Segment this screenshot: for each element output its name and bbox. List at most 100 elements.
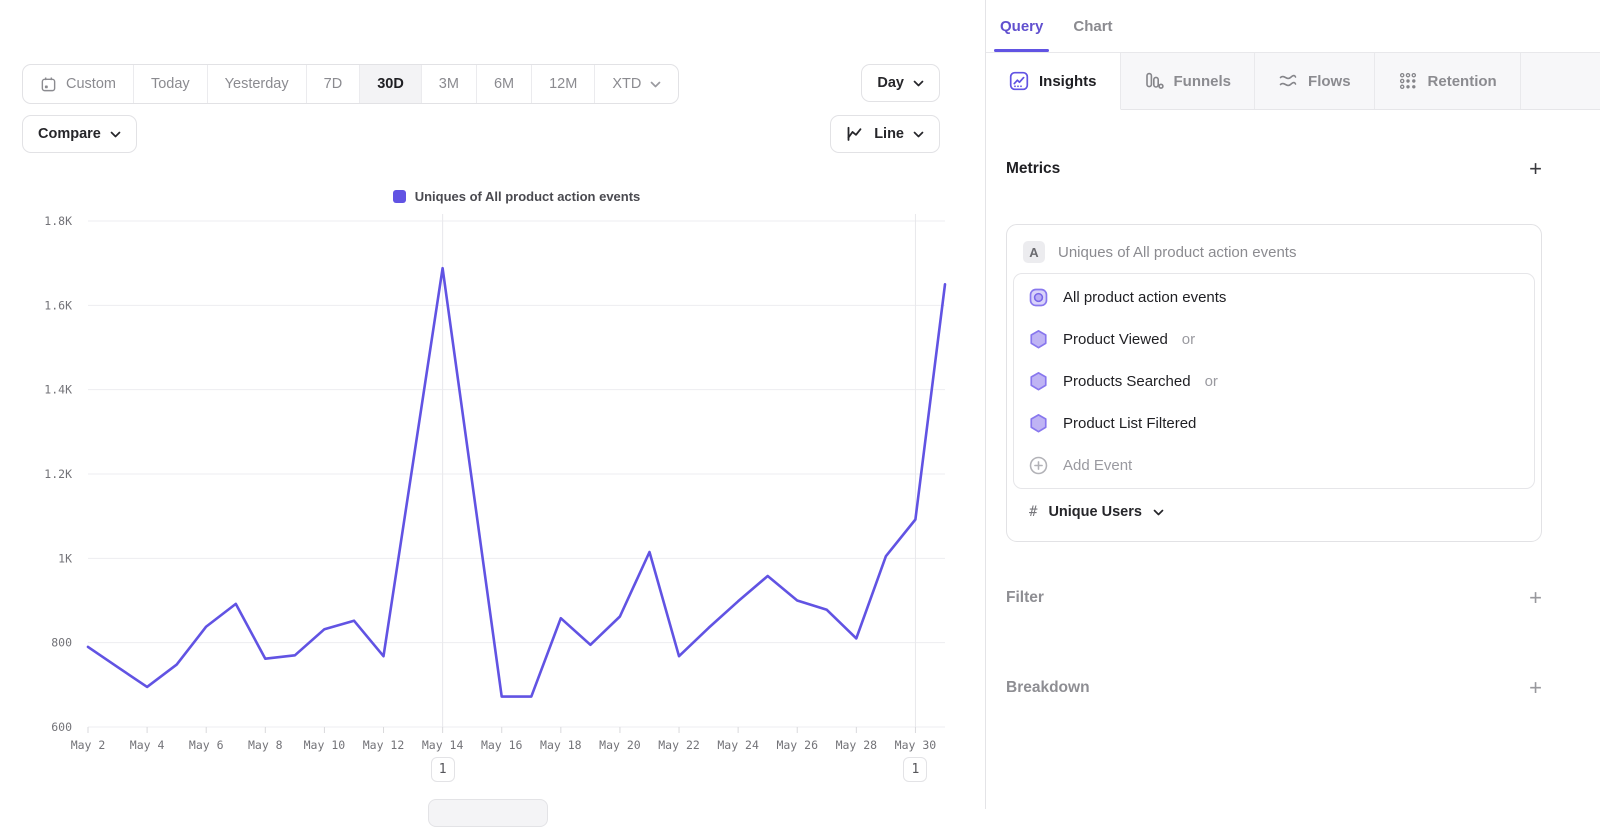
legend-swatch: [392, 190, 406, 203]
tab-funnels[interactable]: Funnels: [1121, 53, 1256, 109]
y-axis-label: 1.2K: [44, 467, 72, 481]
tab-flows[interactable]: Flows: [1255, 53, 1375, 109]
x-axis-label: May 14: [422, 738, 464, 752]
event-hexagon-icon: [1028, 371, 1049, 392]
x-axis-label: May 10: [304, 738, 346, 752]
x-axis-label: May 26: [776, 738, 818, 752]
date-range-today-button[interactable]: Today: [132, 65, 207, 103]
y-axis-label: 1K: [58, 551, 72, 565]
chart-canvas[interactable]: 600 800 1K 1.2K 1.4K 1.6K 1.8K May 2 May 4 May 6 M…: [0, 206, 985, 766]
flows-icon: [1278, 71, 1298, 91]
line-chart: 600 800 1K 1.2K 1.4K 1.6K 1.8K May 2 May 4 May 6 M…: [0, 206, 985, 827]
query-builder: Metrics + A Uniques of All product actio…: [986, 110, 1600, 809]
add-event-button[interactable]: Add Event: [1014, 444, 1534, 486]
date-range-segmented-control: Custom Today Yesterday 7D 30D 3M 6M 12M …: [22, 64, 680, 104]
metric-card: A Uniques of All product action events A…: [1006, 224, 1542, 542]
event-label: Product Viewed: [1063, 330, 1168, 348]
date-range-custom-button[interactable]: Custom: [23, 65, 133, 103]
x-axis-label: May 2: [71, 738, 106, 752]
date-range-yesterday-button[interactable]: Yesterday: [206, 65, 306, 103]
number-symbol: #: [1029, 504, 1038, 520]
metric-group-title: Uniques of All product action events: [1058, 243, 1297, 261]
breakdown-section-header: Breakdown +: [1006, 666, 1542, 710]
date-range-xtd-button[interactable]: XTD: [594, 65, 678, 103]
series-line: [86, 266, 947, 698]
x-axis-label: May 18: [540, 738, 582, 752]
chart-type-dropdown[interactable]: Line: [830, 115, 940, 153]
event-row-products-searched[interactable]: Products Searched or: [1014, 360, 1534, 402]
y-axis-label: 1.6K: [44, 298, 72, 312]
report-type-tabs: Insights Funnels Flows Retention: [986, 52, 1600, 110]
query-panel: Query Chart Insights Funnels Flows: [986, 0, 1600, 809]
event-operator: or: [1204, 372, 1218, 390]
metrics-section-header: Metrics +: [1006, 158, 1542, 180]
chart-legend: Uniques of All product action events: [88, 189, 945, 204]
tab-chart[interactable]: Chart: [1073, 17, 1113, 35]
chevron-down-icon: [650, 81, 661, 88]
aggregation-dropdown[interactable]: # Unique Users: [1013, 489, 1535, 535]
filter-title: Filter: [1006, 589, 1044, 606]
date-range-30d-button[interactable]: 30D: [359, 65, 421, 103]
event-row-product-list-filtered[interactable]: Product List Filtered: [1014, 402, 1534, 444]
event-label: Product List Filtered: [1063, 414, 1197, 432]
add-circle-icon: [1028, 455, 1049, 476]
add-filter-button[interactable]: +: [1529, 585, 1542, 610]
event-row-product-viewed[interactable]: Product Viewed or: [1014, 318, 1534, 360]
tab-query[interactable]: Query: [993, 0, 1050, 52]
insights-chart-icon: [1009, 71, 1029, 91]
line-chart-icon: [846, 126, 865, 142]
x-axis-label: May 12: [363, 738, 405, 752]
aggregation-label: Unique Users: [1048, 504, 1142, 520]
date-range-12m-button[interactable]: 12M: [531, 65, 594, 103]
chevron-down-icon: [913, 131, 924, 138]
x-axis-label: May 20: [599, 738, 641, 752]
chevron-down-icon: [110, 131, 121, 138]
date-range-6m-button[interactable]: 6M: [475, 65, 531, 103]
add-metric-button[interactable]: +: [1529, 156, 1542, 181]
annotation-badge[interactable]: 1: [903, 757, 928, 782]
event-label: All product action events: [1063, 288, 1227, 306]
x-axis-label: May 6: [189, 738, 224, 752]
x-axis-label: May 4: [130, 738, 165, 752]
y-axis-label: 1.4K: [44, 383, 72, 397]
filter-section-header: Filter +: [1006, 576, 1542, 620]
y-axis-label: 1.8K: [44, 214, 72, 228]
event-list: All product action events Product Viewed…: [1013, 273, 1535, 489]
annotation-badge[interactable]: 1: [430, 757, 455, 782]
date-range-3m-button[interactable]: 3M: [420, 65, 476, 103]
tab-retention[interactable]: Retention: [1375, 53, 1521, 109]
legend-label: Uniques of All product action events: [414, 189, 641, 204]
x-axis-label: May 28: [836, 738, 878, 752]
breakdown-title: Breakdown: [1006, 679, 1090, 696]
event-hexagon-icon: [1028, 413, 1049, 434]
date-range-7d-button[interactable]: 7D: [305, 65, 360, 103]
chart-panel: Custom Today Yesterday 7D 30D 3M 6M 12M …: [0, 0, 986, 827]
bottom-clipped-element: [428, 799, 548, 827]
x-axis-label: May 22: [658, 738, 700, 752]
add-event-label: Add Event: [1063, 456, 1133, 474]
x-axis-label: May 16: [481, 738, 523, 752]
x-axis-label: May 8: [248, 738, 283, 752]
panel-header-tabs: Query Chart: [986, 0, 1600, 52]
y-axis-label: 800: [51, 636, 72, 650]
chevron-down-icon: [1153, 509, 1164, 516]
x-axis-label: May 24: [717, 738, 759, 752]
calendar-icon: [40, 76, 57, 93]
y-axis-label: 600: [51, 720, 72, 734]
date-range-label: Custom: [66, 76, 116, 92]
metric-group-header[interactable]: A Uniques of All product action events: [1013, 231, 1535, 273]
event-label: Products Searched: [1063, 372, 1191, 390]
tab-insights[interactable]: Insights: [986, 53, 1121, 110]
granularity-dropdown[interactable]: Day: [861, 64, 940, 102]
compare-dropdown[interactable]: Compare: [22, 115, 137, 153]
date-range-toolbar: Custom Today Yesterday 7D 30D 3M 6M 12M …: [22, 64, 940, 104]
metric-series-badge: A: [1023, 241, 1045, 263]
secondary-toolbar: Compare Line: [22, 115, 940, 153]
event-group-icon: [1028, 287, 1049, 308]
chevron-down-icon: [913, 80, 924, 87]
add-breakdown-button[interactable]: +: [1529, 675, 1542, 700]
event-row-all-product-action-events[interactable]: All product action events: [1014, 276, 1534, 318]
funnels-icon: [1144, 71, 1164, 91]
